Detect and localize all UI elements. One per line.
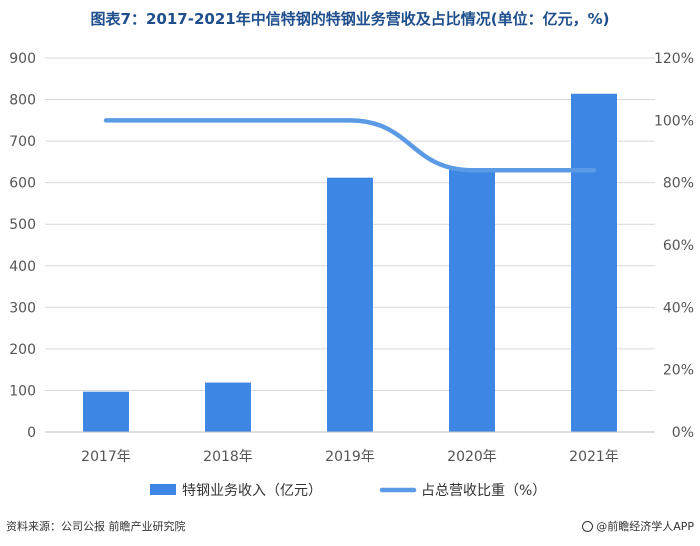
legend-bar-swatch (150, 484, 176, 495)
y-left-tick-label: 400 (9, 259, 36, 275)
bars (83, 93, 617, 433)
bar (327, 177, 373, 432)
y-left-tick-label: 600 (9, 176, 36, 192)
y-right-tick-label: 60% (663, 238, 694, 254)
footer: 资料来源：公司公报 前瞻产业研究院 @前瞻经济学人APP (6, 518, 694, 536)
y-left-tick-label: 200 (9, 342, 36, 358)
brand-text: @前瞻经济学人APP (596, 520, 694, 533)
y-axis-left: 0 100 200 300 400 500 600 700 800 900 (9, 51, 36, 441)
x-tick-label: 2021年 (569, 449, 619, 465)
bar (205, 382, 251, 432)
y-right-tick-label: 20% (663, 363, 694, 379)
legend-bar-label: 特钢业务收入（亿元） (182, 483, 322, 499)
x-tick-label: 2020年 (447, 449, 497, 465)
y-right-tick-label: 100% (654, 113, 694, 129)
y-left-tick-label: 100 (9, 383, 36, 399)
x-tick-label: 2019年 (325, 449, 375, 465)
y-left-tick-label: 800 (9, 93, 36, 109)
y-right-tick-label: 40% (663, 300, 694, 316)
bar (83, 391, 129, 432)
y-left-tick-label: 500 (9, 217, 36, 233)
y-right-tick-label: 120% (654, 51, 694, 67)
y-axis-right: 0% 20% 40% 60% 80% 100% 120% (654, 51, 694, 441)
legend: 特钢业务收入（亿元） 占总营收比重（%） (150, 483, 546, 499)
y-right-tick-label: 80% (663, 176, 694, 192)
y-left-tick-label: 300 (9, 300, 36, 316)
bar (571, 93, 617, 432)
brand-label: @前瞻经济学人APP (582, 518, 694, 534)
legend-line-label: 占总营收比重（%） (421, 483, 546, 499)
x-axis: 2017年 2018年 2019年 2020年 2021年 (45, 431, 655, 465)
source-note: 资料来源：公司公报 前瞻产业研究院 (6, 520, 186, 533)
y-left-tick-label: 900 (9, 51, 36, 67)
y-right-tick-label: 0% (672, 425, 694, 441)
y-left-tick-label: 0 (27, 425, 36, 441)
ratio-line (103, 118, 597, 173)
x-tick-label: 2017年 (81, 449, 131, 465)
brand-logo-icon (582, 521, 594, 532)
x-tick-label: 2018年 (203, 449, 253, 465)
chart-title: 图表7：2017-2021年中信特钢的特钢业务营收及占比情况(单位：亿元，%) (90, 10, 610, 28)
bar (449, 169, 495, 433)
ratio-line-path (103, 118, 597, 173)
y-left-tick-label: 700 (9, 134, 36, 150)
